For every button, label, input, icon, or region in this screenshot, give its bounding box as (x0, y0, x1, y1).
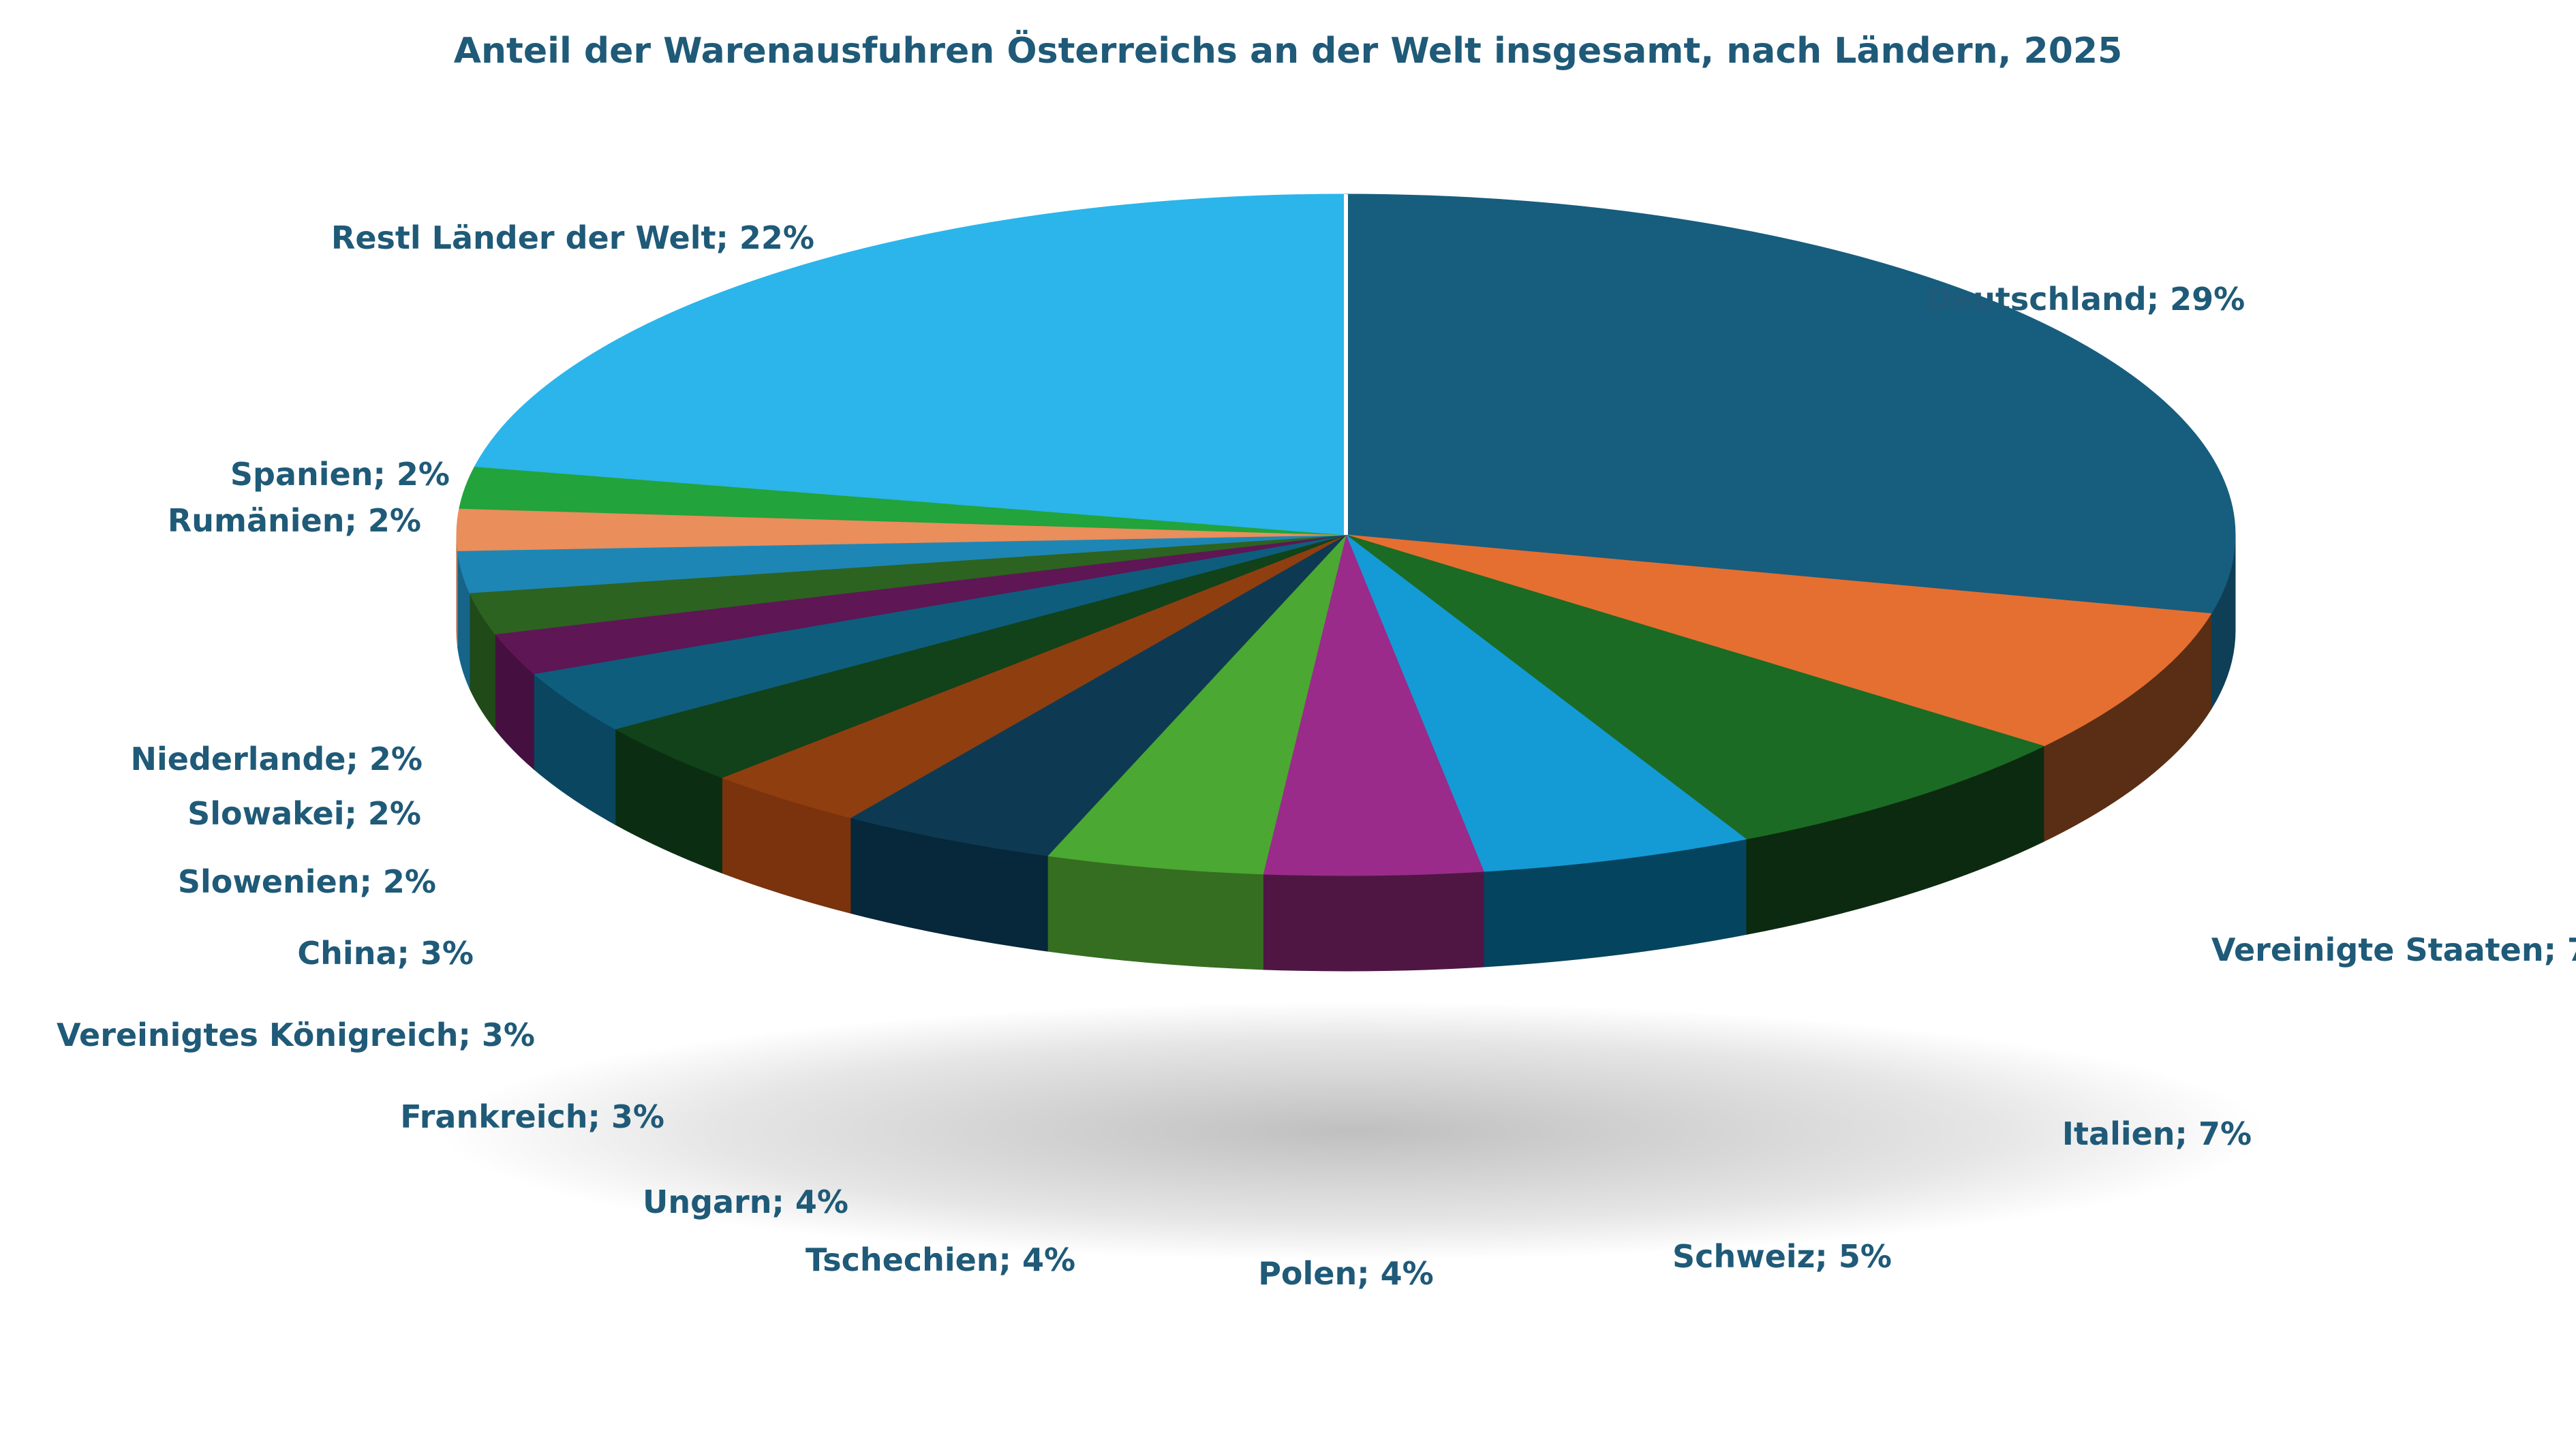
slice-label-schweiz: Schweiz; 5% (1672, 1238, 1892, 1275)
pie-slice-frankreich (721, 534, 1347, 818)
pie-slice-schweiz (1345, 534, 1747, 872)
pie-top-faces (456, 194, 2236, 876)
slice-label-vereinigtes-königreich: Vereinigtes Königreich; 3% (57, 1017, 535, 1053)
slice-label-slowenien: Slowenien; 2% (178, 863, 436, 900)
pie-slice-italien (1345, 534, 2044, 840)
pie-slice-china (533, 534, 1347, 730)
slice-label-china: China; 3% (297, 935, 474, 972)
pie-slice-vereinigtes-königreich (615, 534, 1347, 778)
chart-title: Anteil der Warenausfuhren Österreichs an… (454, 29, 2123, 72)
slice-label-italien: Italien; 7% (2062, 1115, 2252, 1152)
pie-side-walls (456, 534, 2236, 972)
slice-label-rumänien: Rumänien; 2% (168, 502, 421, 539)
slice-label-tschechien: Tschechien; 4% (806, 1241, 1075, 1278)
pie-slice-deutschland (1345, 194, 2236, 615)
slice-label-spanien: Spanien; 2% (230, 456, 450, 493)
pie-slice-polen (1262, 534, 1484, 876)
slice-label-vereinigte-staaten: Vereinigte Staaten; 7% (2211, 931, 2576, 968)
slice-label-deutschland: Deutschland; 29% (1926, 281, 2245, 318)
slice-label-niederlande: Niederlande; 2% (131, 741, 423, 777)
slice-label-restl-länder-der-welt: Restl Länder der Welt; 22% (331, 219, 814, 256)
pie-slice-ungarn (850, 534, 1347, 856)
slice-label-polen: Polen; 4% (1258, 1255, 1434, 1292)
pie-slice-tschechien (1047, 534, 1347, 875)
pie-shadow (440, 1002, 2266, 1261)
slice-label-frankreich: Frankreich; 3% (400, 1098, 664, 1135)
slice-label-ungarn: Ungarn; 4% (643, 1184, 848, 1220)
slice-labels: Deutschland; 29% Vereinigte Staaten; 7% It… (57, 219, 2576, 1292)
pie-side-polen (1262, 871, 1484, 972)
pie-slice-vereinigte-staaten (1345, 534, 2212, 747)
slice-label-slowakei: Slowakei; 2% (187, 795, 421, 832)
pie-slice-restl-länder-der-welt (474, 194, 1347, 536)
